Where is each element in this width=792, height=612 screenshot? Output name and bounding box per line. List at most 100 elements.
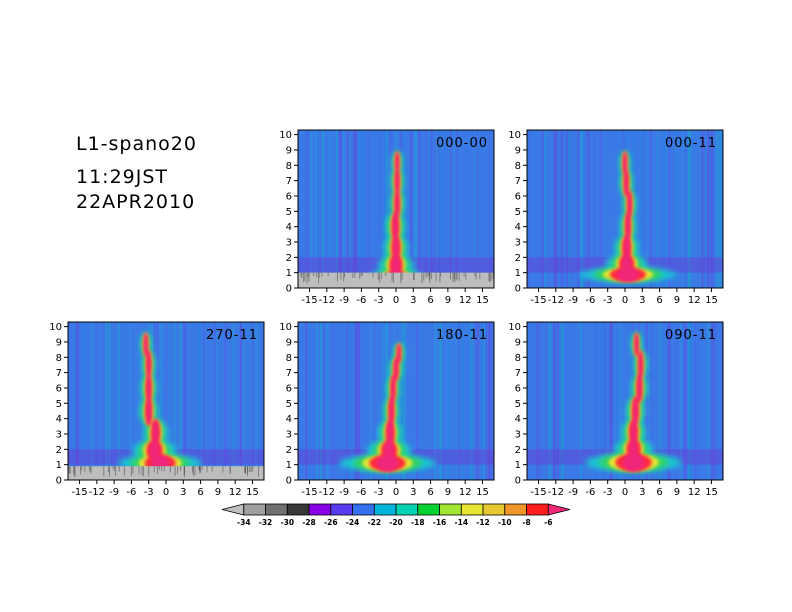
plume-cell (629, 438, 638, 460)
noise-streak (487, 322, 489, 480)
x-tick-label: 3 (410, 487, 416, 498)
noise-streak (580, 130, 583, 288)
x-tick-label: -9 (339, 487, 349, 498)
plume-cell (624, 169, 628, 197)
plume-cell (628, 190, 632, 219)
noise-streak (666, 322, 668, 480)
noise-streak (166, 322, 169, 480)
colorbar-cell (526, 503, 549, 516)
plume-layer (616, 151, 640, 282)
noise-streak (619, 322, 622, 480)
noise-streak (556, 130, 558, 288)
ground-noise (157, 466, 158, 475)
noise-streak (538, 322, 541, 480)
x-tick-label: 3 (639, 487, 645, 498)
plume-cell (384, 440, 395, 461)
panel-field (298, 130, 494, 288)
noise-streak (342, 130, 345, 288)
noise-streak (415, 130, 418, 288)
noise-streak (582, 130, 585, 288)
noise-streak (431, 130, 434, 288)
ground-noise (148, 466, 150, 477)
noise-streak (688, 322, 691, 480)
y-tick-label: 4 (515, 222, 521, 233)
x-tick-label: -6 (126, 487, 136, 498)
ground-noise (108, 466, 109, 473)
noise-streak (683, 322, 687, 480)
noise-streak (224, 322, 227, 480)
plume-layer (376, 343, 401, 472)
colorbar-cell (504, 503, 527, 516)
y-tick-label: 7 (286, 368, 292, 379)
ground-noise (360, 272, 362, 277)
noise-streak (599, 130, 602, 288)
colorbar-label: -10 (498, 518, 512, 527)
colorbar-label: -24 (346, 518, 360, 527)
x-tick-label: -15 (530, 487, 546, 498)
noise-streak (179, 322, 182, 480)
noise-streak (326, 322, 329, 480)
ground-mask (68, 466, 264, 480)
ground-noise (73, 466, 75, 476)
noise-streak (101, 322, 105, 480)
noise-streak (656, 322, 658, 480)
y-tick-label: 0 (56, 476, 62, 487)
noise-streak (714, 322, 718, 480)
noise-streak (335, 130, 338, 288)
noise-streak (712, 322, 714, 480)
panel-field (68, 322, 264, 480)
ground-noise (123, 466, 125, 476)
ground-noise (306, 272, 308, 284)
ground-noise (249, 466, 251, 472)
noise-streak (453, 130, 456, 288)
noise-streak (252, 322, 255, 480)
noise-streak (309, 322, 311, 480)
time-label: 11:29JST (76, 166, 169, 188)
ground-noise (318, 272, 319, 284)
ground-noise (475, 272, 477, 280)
ground-noise (132, 466, 134, 474)
noise-streak (106, 322, 109, 480)
y-tick-label: 0 (286, 476, 292, 487)
noise-streak (699, 322, 701, 480)
ground-noise (247, 466, 249, 473)
noise-streak (477, 322, 481, 480)
ground-noise (300, 272, 302, 277)
y-tick-label: 5 (286, 399, 292, 410)
y-tick-label: 1 (286, 460, 292, 471)
y-tick-label: 4 (286, 222, 292, 233)
ground-noise (68, 466, 70, 474)
noise-streak (568, 130, 571, 288)
noise-streak (591, 322, 595, 480)
colorbar-cell (482, 503, 506, 516)
y-tick-label: 1 (286, 268, 292, 279)
x-tick-label: -12 (548, 295, 564, 306)
noise-streak (159, 322, 161, 480)
ground-noise (337, 272, 338, 282)
ground-noise (138, 466, 140, 475)
colorbar-arrow-high (547, 503, 571, 516)
noise-streak (719, 130, 722, 288)
noise-streak (365, 130, 368, 288)
noise-streak (332, 322, 334, 480)
noise-streak (462, 322, 465, 480)
colorbar: -34 -32 -30 -28 -26 -24 -22 -20 -18 -16 -14 -12 -10 -… (221, 503, 571, 527)
noise-streak (490, 322, 493, 480)
noise-streak (479, 322, 482, 480)
ground-noise (377, 272, 379, 280)
plume-cell (616, 267, 640, 282)
noise-streak (694, 322, 697, 480)
noise-streak (455, 130, 458, 288)
x-tick-label: 6 (656, 295, 662, 306)
plume-cell (149, 440, 160, 461)
ground-noise (452, 272, 454, 282)
y-tick-label: 9 (515, 145, 521, 156)
noise-streak (588, 322, 591, 480)
noise-streak (241, 322, 244, 480)
x-tick-label: 3 (639, 295, 645, 306)
noise-streak (378, 130, 380, 288)
ground-noise (84, 466, 86, 473)
noise-streak (382, 322, 384, 480)
noise-streak (122, 322, 124, 480)
